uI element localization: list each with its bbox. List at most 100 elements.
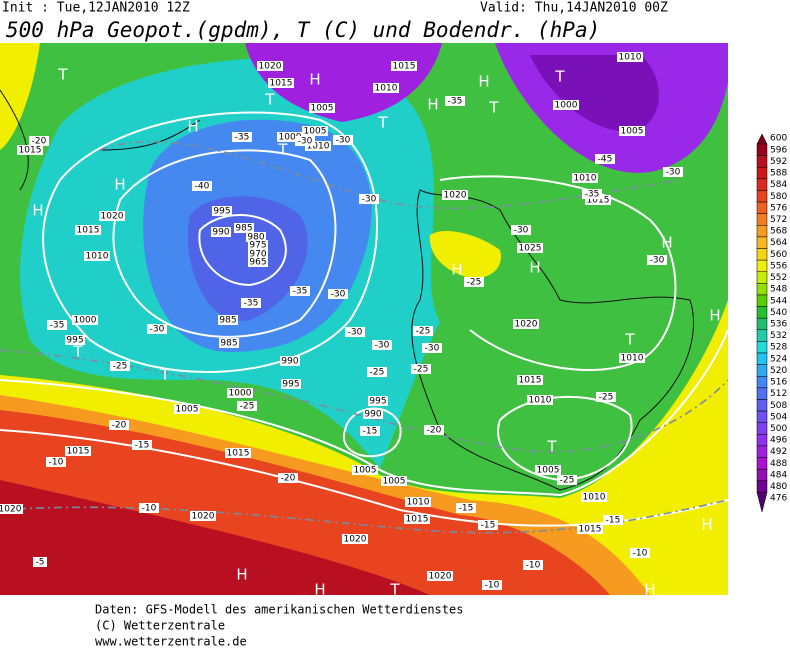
colorbar-label: 536 (770, 320, 787, 330)
contour-label: 1015 (587, 196, 610, 206)
label-box (527, 395, 553, 405)
colorbar-swatch (756, 248, 768, 261)
contour-label: -15 (135, 441, 150, 451)
label-box (517, 243, 543, 253)
label-box (333, 135, 353, 145)
label-box (65, 446, 91, 456)
contour-label: -35 (50, 321, 65, 331)
contour-label: 995 (282, 380, 299, 390)
label-box (84, 251, 110, 261)
label-box (47, 320, 67, 330)
label-box (302, 126, 328, 136)
label-box (596, 392, 616, 402)
label-box (442, 190, 468, 200)
contour-label: 1005 (304, 127, 327, 137)
contour-label: -30 (331, 290, 346, 300)
contour-label: -25 (560, 476, 575, 486)
colorbar-label: 508 (770, 401, 787, 411)
label-box (381, 476, 407, 486)
contour-label: -35 (448, 97, 463, 107)
contour-label: 1020 (515, 320, 538, 330)
contour-label: 985 (220, 339, 237, 349)
contour-label: 990 (364, 410, 381, 420)
contour-label: 1005 (383, 477, 406, 487)
colorbar-swatch (756, 410, 768, 423)
label-box (29, 136, 49, 146)
colorbar-label: 476 (770, 494, 787, 504)
contour-label: -30 (150, 325, 165, 335)
pressure-center: H (427, 96, 438, 114)
label-box (363, 409, 383, 419)
contour-label: -30 (336, 136, 351, 146)
label-box (46, 457, 66, 467)
contour-label: 1005 (354, 466, 377, 476)
contour-label: 1020 (192, 512, 215, 522)
pressure-center: H (32, 202, 43, 220)
label-box (619, 126, 645, 136)
label-box (373, 83, 399, 93)
colorbar-label: 544 (770, 296, 787, 306)
contour-label: 1015 (19, 146, 42, 156)
label-box (582, 189, 602, 199)
label-box (241, 298, 261, 308)
pressure-center: H (661, 234, 672, 252)
colorbar-swatch (756, 387, 768, 400)
label-box (192, 181, 212, 191)
contour-label: -30 (514, 226, 529, 236)
label-box (0, 504, 23, 514)
pressure-center: H (114, 176, 125, 194)
contour-label: 1005 (621, 127, 644, 137)
pressure-center: T (57, 66, 68, 84)
label-box (248, 257, 268, 267)
colorbar-swatch (756, 445, 768, 458)
colorbar-label: 512 (770, 389, 787, 399)
label-box (360, 426, 380, 436)
contour-label: 1010 (307, 142, 330, 152)
colorbar-label: 500 (770, 424, 787, 434)
label-box (413, 326, 433, 336)
colorbar-swatch (756, 376, 768, 389)
colorbar-label: 548 (770, 285, 787, 295)
label-box (464, 277, 484, 287)
pressure-center: H (709, 307, 720, 325)
label-box (309, 103, 335, 113)
label-box (225, 448, 251, 458)
contour-label: -35 (293, 287, 308, 297)
contour-label: -30 (425, 344, 440, 354)
colorbar-swatch (756, 492, 768, 513)
contour-label: -10 (485, 581, 500, 591)
pressure-center: T (389, 581, 400, 599)
colorbar-swatch (756, 236, 768, 249)
contour-label: 990 (281, 357, 298, 367)
pressure-center: H (314, 581, 325, 599)
colorbar-label: 504 (770, 412, 787, 422)
pressure-center: T (72, 343, 83, 361)
label-box (305, 141, 331, 151)
pressure-center: T (624, 331, 635, 349)
contour-label: 1010 (407, 498, 430, 508)
pressure-center: T (554, 68, 565, 86)
colorbar-label: 580 (770, 192, 787, 202)
contour-label: -45 (598, 155, 613, 165)
label-box (630, 548, 650, 558)
label-box (572, 173, 598, 183)
colorbar-label: 596 (770, 145, 787, 155)
label-box (404, 514, 430, 524)
footer-line: www.wetterzentrale.de (95, 635, 247, 648)
contour-label: 975 (249, 241, 266, 251)
pressure-center: H (451, 261, 462, 279)
label-box (65, 335, 85, 345)
colorbar-swatch (756, 399, 768, 412)
label-box (328, 289, 348, 299)
colorbar-swatch (756, 166, 768, 180)
contour-label: 1010 (619, 53, 642, 63)
label-box (248, 240, 268, 250)
label-box (585, 195, 611, 205)
colorbar-label: 484 (770, 470, 787, 480)
contour-label: 1015 (519, 376, 542, 386)
label-box (553, 100, 579, 110)
label-box (278, 473, 298, 483)
footer-line: (C) Wetterzentrale (95, 619, 225, 633)
label-box (352, 465, 378, 475)
pressure-center: H (187, 118, 198, 136)
